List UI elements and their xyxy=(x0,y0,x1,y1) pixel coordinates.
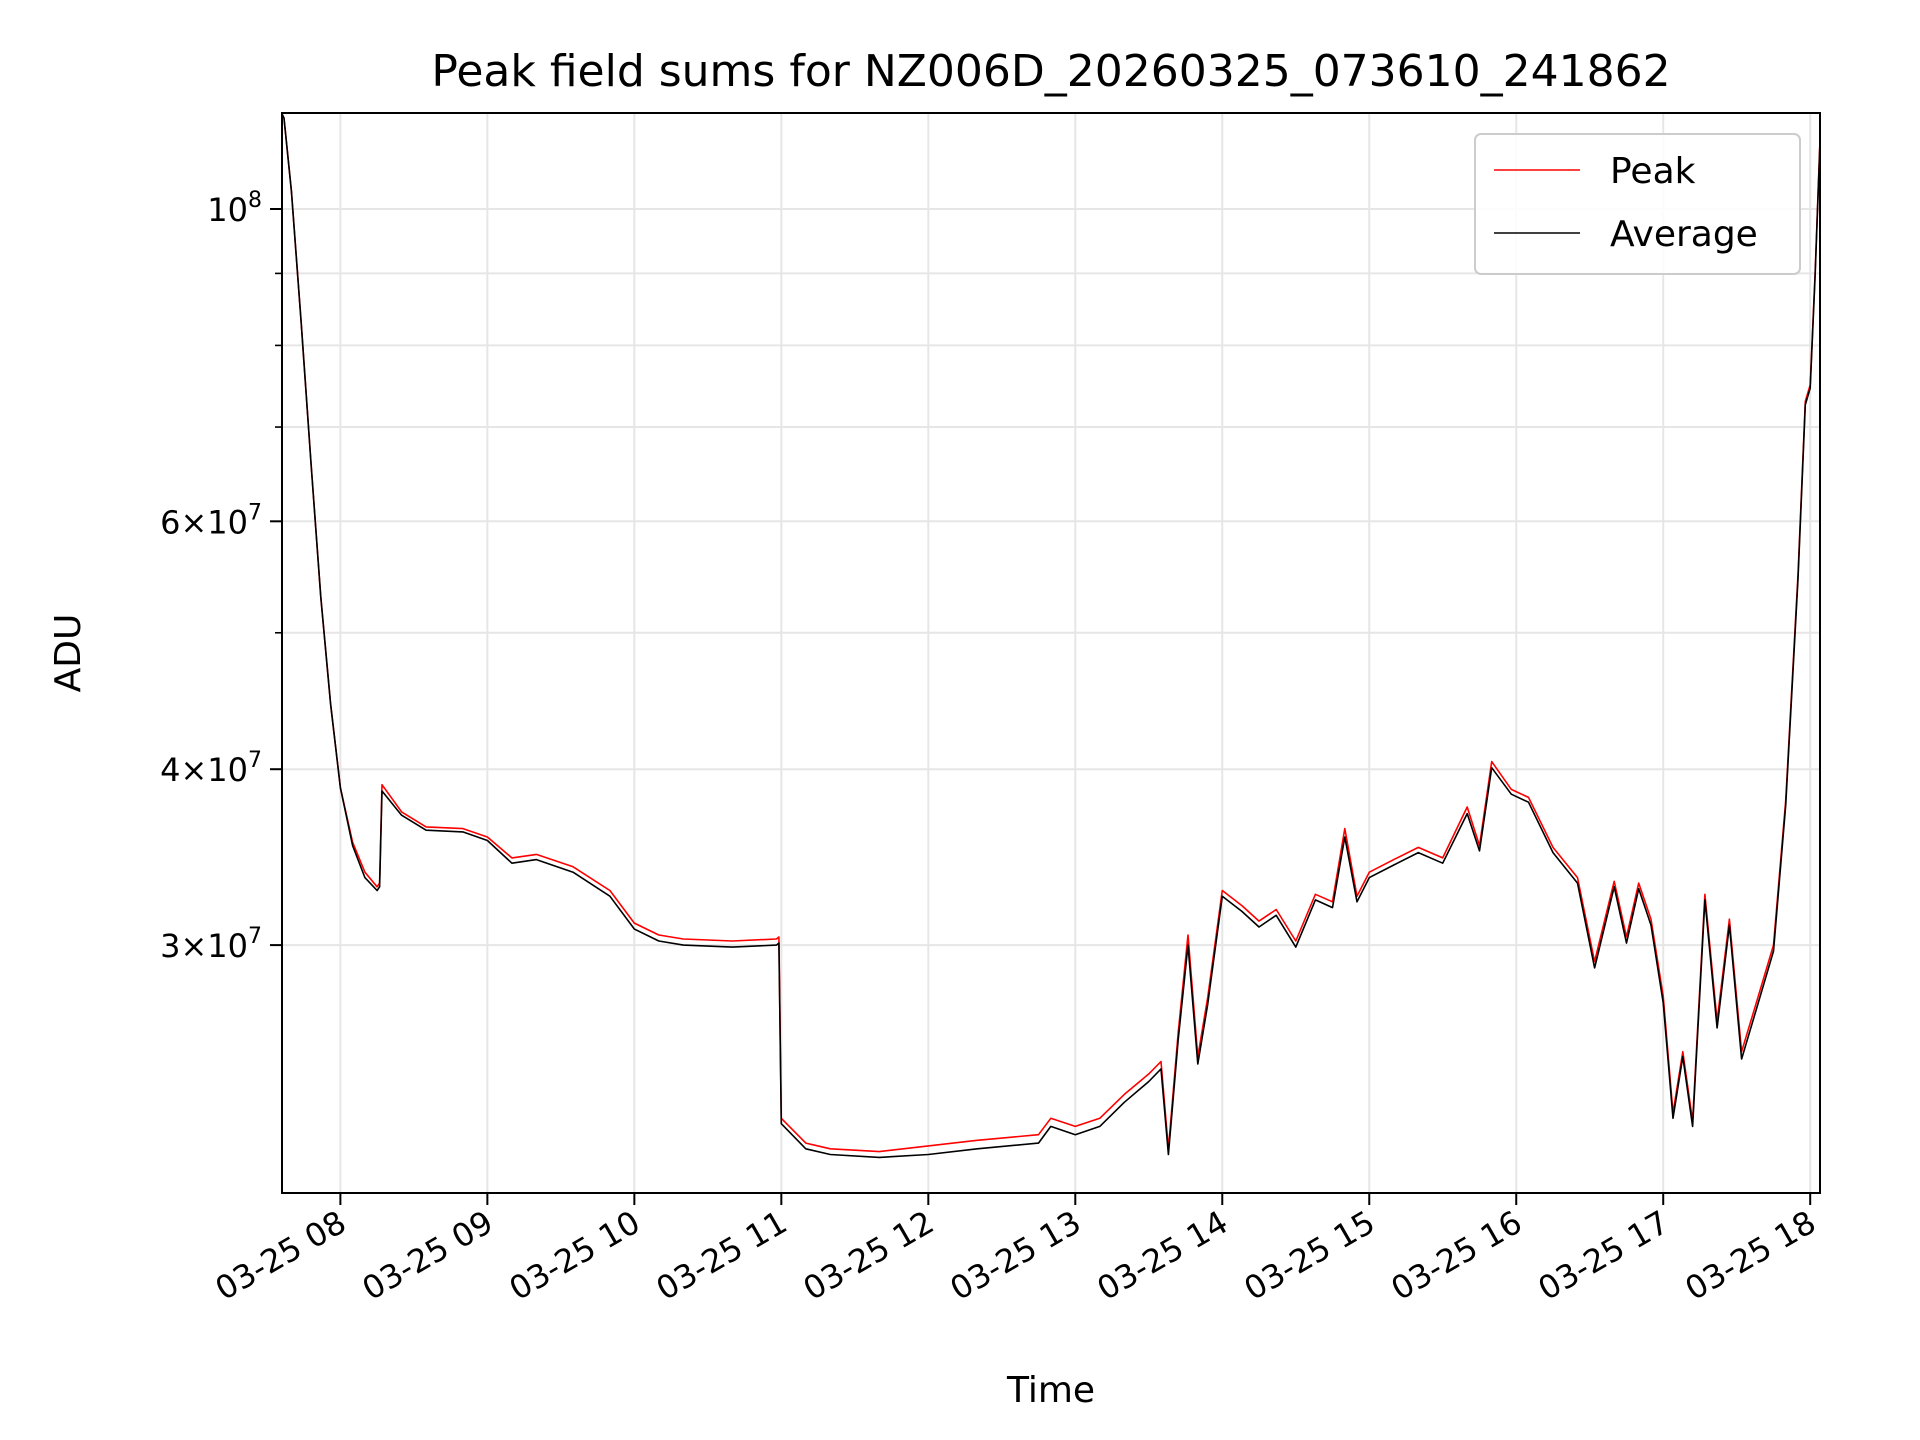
x-axis-label: Time xyxy=(1006,1370,1095,1411)
y-tick-label: 108 xyxy=(207,188,262,229)
y-tick-label: 4×107 xyxy=(160,748,262,789)
series-lines xyxy=(282,113,1820,1159)
legend-box xyxy=(1474,133,1801,275)
legend: Peak Average xyxy=(1474,133,1801,275)
axis-ticks xyxy=(270,207,1812,1205)
series-line-average xyxy=(282,113,1820,1159)
legend-peak-label: Peak xyxy=(1610,151,1696,192)
y-axis-label: ADU xyxy=(48,614,89,693)
legend-average-label: Average xyxy=(1610,214,1758,255)
y-tick-labels: 3×107 4×107 6×107 108 xyxy=(160,188,262,965)
y-tick-label: 3×107 xyxy=(160,924,262,965)
grid xyxy=(282,113,1820,1193)
chart-title: Peak field sums for NZ006D_20260325_0736… xyxy=(431,46,1670,97)
plot-area-frame xyxy=(281,112,1821,1194)
y-tick-label: 6×107 xyxy=(160,500,262,541)
